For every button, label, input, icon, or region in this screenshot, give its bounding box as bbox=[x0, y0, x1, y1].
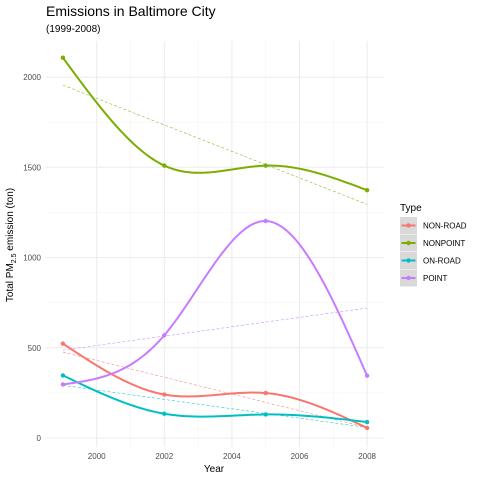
data-point-point bbox=[364, 373, 370, 378]
data-point-on-road bbox=[162, 411, 167, 416]
series-line-nonpoint bbox=[62, 57, 368, 192]
y-tick-label: 1500 bbox=[23, 163, 41, 172]
legend-key-point bbox=[406, 258, 411, 263]
legend-key-point bbox=[406, 275, 411, 281]
legend-title: Type bbox=[400, 203, 422, 214]
x-tick-labels: 2000 2002 2004 2006 2008 bbox=[88, 452, 377, 461]
legend-label-point: POINT bbox=[423, 274, 448, 283]
y-axis-title-subscript: 2.5 bbox=[11, 253, 18, 263]
x-tick-label: 2004 bbox=[223, 452, 241, 461]
data-point-nonpoint bbox=[263, 163, 268, 168]
data-point-point bbox=[162, 333, 167, 338]
legend-label-on-road: ON-ROAD bbox=[423, 257, 461, 266]
y-tick-label: 500 bbox=[28, 344, 42, 353]
legend-key-point bbox=[406, 223, 411, 228]
trend-line-on-road bbox=[62, 385, 368, 428]
data-point-nonpoint bbox=[162, 163, 167, 168]
data-point-nonpoint bbox=[60, 55, 66, 60]
series-line-non-road bbox=[62, 342, 368, 429]
y-axis-title-prefix: Total PM bbox=[5, 263, 16, 302]
series-line-point bbox=[62, 219, 369, 386]
legend-label-nonpoint: NONPOINT bbox=[423, 239, 465, 248]
data-point-nonpoint bbox=[364, 187, 370, 193]
trend-line-non-road bbox=[62, 351, 368, 428]
data-point-non-road bbox=[364, 425, 370, 431]
legend-label-non-road: NON-ROAD bbox=[423, 222, 467, 231]
series-lines bbox=[62, 57, 369, 429]
data-point-point bbox=[263, 218, 268, 224]
data-point-non-road bbox=[162, 392, 167, 397]
x-tick-label: 2008 bbox=[358, 452, 376, 461]
data-point-non-road bbox=[60, 341, 66, 346]
y-tick-label: 1000 bbox=[23, 254, 41, 263]
data-point-point bbox=[60, 382, 66, 387]
trend-line-point bbox=[62, 307, 368, 351]
data-points bbox=[60, 55, 370, 431]
trend-line-nonpoint bbox=[62, 84, 368, 205]
y-tick-label: 2000 bbox=[23, 73, 41, 82]
legend-key-point bbox=[406, 240, 411, 246]
trend-lines bbox=[62, 84, 368, 428]
data-point-on-road bbox=[60, 373, 66, 378]
data-point-on-road bbox=[263, 412, 268, 417]
series-line-on-road bbox=[62, 374, 368, 424]
chart-title: Emissions in Baltimore City bbox=[46, 3, 216, 19]
y-axis-title: Total PM2.5 emission (ton) bbox=[5, 188, 18, 302]
x-tick-label: 2002 bbox=[155, 452, 173, 461]
data-point-on-road bbox=[364, 419, 370, 425]
x-axis-title: Year bbox=[204, 464, 225, 475]
x-tick-label: 2000 bbox=[88, 452, 106, 461]
chart-subtitle: (1999-2008) bbox=[46, 24, 101, 35]
legend: NON-ROAD NONPOINT ON-ROAD POINT bbox=[400, 217, 467, 287]
data-point-non-road bbox=[263, 390, 268, 396]
y-tick-labels: 0 500 1000 1500 2000 bbox=[23, 73, 41, 443]
x-tick-label: 2006 bbox=[291, 452, 309, 461]
y-axis-title-suffix: emission (ton) bbox=[5, 188, 16, 254]
y-tick-label: 0 bbox=[37, 434, 42, 443]
